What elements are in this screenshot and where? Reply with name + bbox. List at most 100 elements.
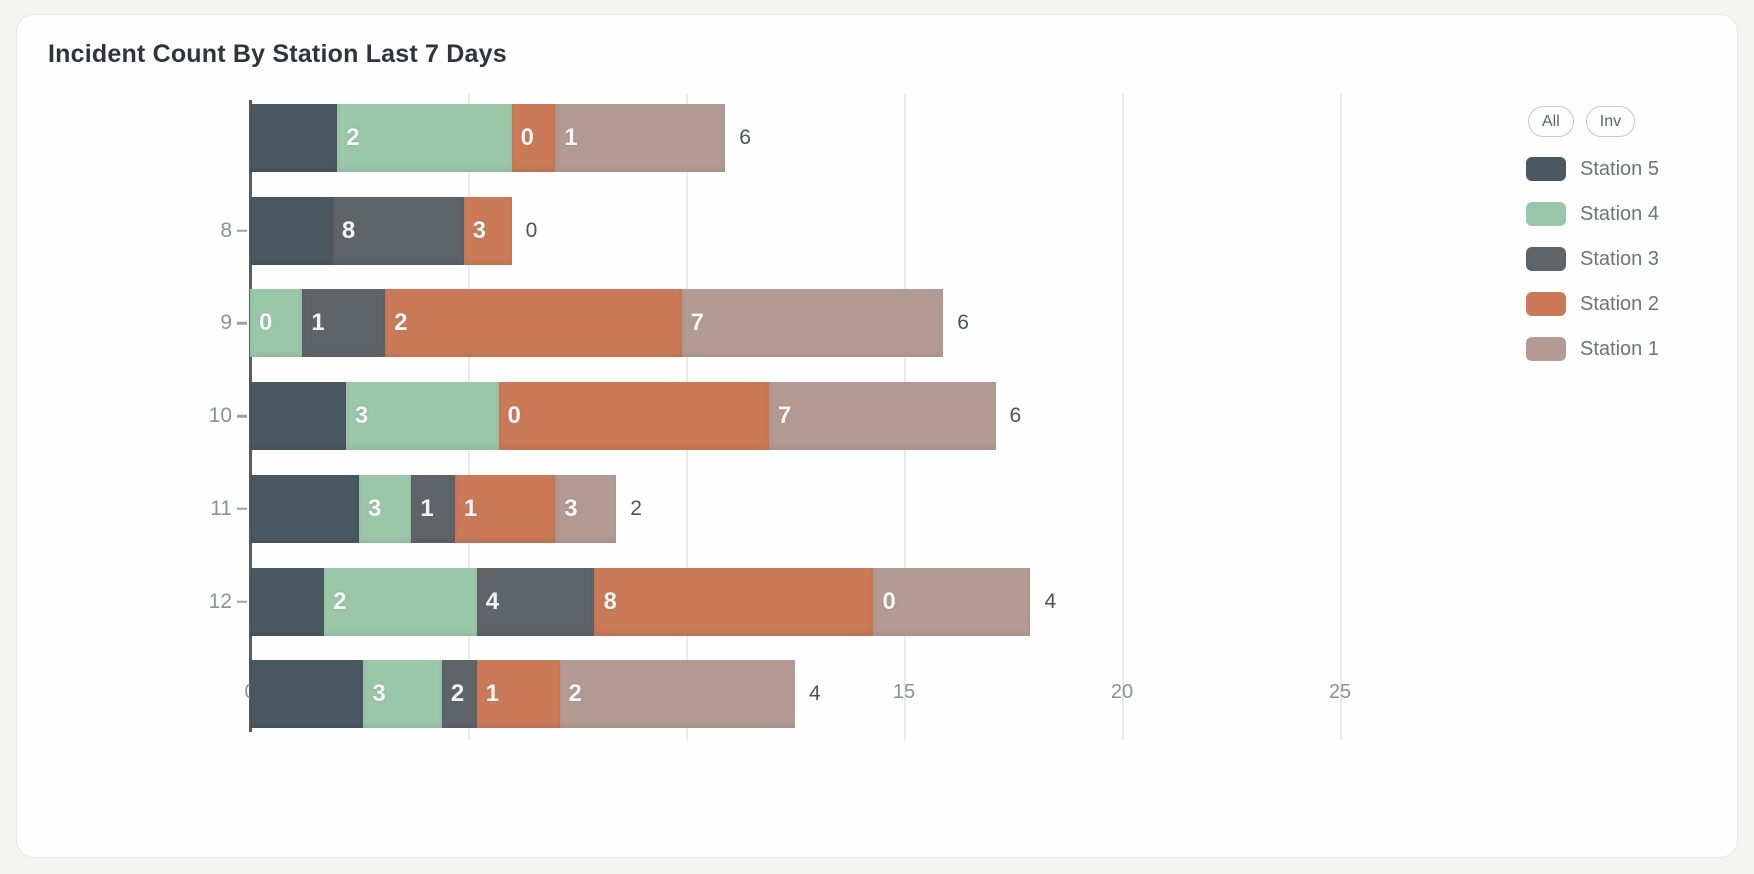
bar-row: 8 3 8 0 [0, 196, 1754, 265]
legend-item-station-1[interactable]: Station 1 [1526, 337, 1702, 361]
y-axis-label: 8 [220, 218, 232, 242]
y-axis-tick [237, 322, 247, 325]
legend-swatch-station-4 [1526, 202, 1566, 226]
bar-row: 3 0 7 10 6 [0, 382, 1754, 451]
legend-label-station-4: Station 4 [1580, 202, 1659, 225]
legend-buttons: All Inv [1528, 106, 1702, 137]
y-axis-label: 12 [208, 589, 232, 613]
bar-segment-station-4[interactable]: 0 [250, 289, 303, 358]
x-axis-tick-label: 15 [892, 681, 916, 703]
bar-segment-station-3[interactable]: 8 [332, 196, 464, 265]
legend-label-station-5: Station 5 [1580, 157, 1659, 180]
bar-segment-station-5[interactable] [250, 382, 346, 451]
bar-segment-value-label: 2 [568, 680, 582, 708]
legend-swatch-station-3 [1526, 247, 1566, 271]
bar-segment-value-label: 3 [354, 402, 369, 430]
bar-segment-value-label: 8 [341, 216, 356, 244]
bar-segment-station-5[interactable] [250, 660, 364, 729]
y-axis-label: 9 [220, 311, 232, 335]
bar-segment-value-label: 1 [564, 124, 578, 151]
bar-segment-station-1[interactable]: 3 [555, 474, 617, 543]
bar-segment-station-2[interactable]: 1 [476, 660, 560, 729]
legend-swatch-station-1 [1526, 337, 1566, 361]
bar-segment-station-1[interactable]: 1 [555, 104, 726, 172]
bar-segment-value-label: 3 [368, 494, 382, 522]
bar-segment-value-label: 3 [564, 494, 578, 522]
bar-total-label: 4 [1044, 589, 1057, 613]
bar-segment-value-label: 0 [520, 124, 534, 151]
bar-segment-station-3[interactable]: 1 [411, 474, 455, 543]
bar-total-label: 4 [809, 682, 821, 706]
legend-item-station-5[interactable]: Station 5 [1526, 157, 1702, 181]
bar-segment-station-5[interactable] [250, 196, 333, 265]
bar-segment-station-4[interactable]: 2 [324, 567, 477, 636]
x-axis-tick-label: 20 [1110, 681, 1134, 703]
legend-swatch-station-5 [1526, 157, 1566, 181]
bar-segment-station-4[interactable]: 3 [363, 660, 442, 729]
chart-title: Incident Count By Station Last 7 Days [48, 40, 507, 68]
legend-button-inv[interactable]: Inv [1585, 106, 1636, 137]
bar-row: 3 1 1 3 11 2 [0, 474, 1754, 543]
bar-segment-value-label: 4 [485, 587, 500, 615]
legend-label-station-2: Station 2 [1580, 292, 1659, 315]
bar-segment-station-2[interactable]: 8 [594, 567, 874, 636]
legend-item-station-4[interactable]: Station 4 [1526, 202, 1702, 226]
bar-segment-station-5[interactable] [250, 474, 359, 543]
bar-segment-station-1[interactable]: 7 [681, 289, 944, 358]
y-axis-tick [237, 414, 247, 418]
y-axis-tick [237, 600, 247, 603]
bar-total-label: 6 [739, 126, 751, 149]
y-axis-tick [237, 507, 247, 511]
bar-segment-station-2[interactable]: 2 [385, 289, 682, 358]
legend-item-station-2[interactable]: Station 2 [1526, 292, 1702, 316]
bar-segment-value-label: 2 [333, 587, 347, 615]
y-axis-label: 10 [208, 404, 232, 428]
bar-segment-station-3[interactable]: 1 [302, 289, 386, 358]
legend-items: Station 5 Station 4 Station 3 Station 2 Stat… [1526, 157, 1702, 382]
bar-segment-value-label: 7 [690, 309, 704, 337]
bar-segment-station-5[interactable] [250, 104, 338, 172]
bar-segment-value-label: 8 [603, 587, 617, 615]
bar-segment-station-3[interactable]: 2 [441, 660, 477, 729]
bar-segment-station-2[interactable]: 0 [511, 104, 556, 172]
bar-segment-value-label: 1 [311, 309, 325, 337]
bar-total-label: 6 [957, 311, 969, 335]
x-axis-tick-label: 25 [1328, 681, 1352, 703]
bar-segment-value-label: 2 [394, 309, 408, 337]
legend-label-station-3: Station 3 [1580, 247, 1659, 270]
bar-segment-value-label: 3 [472, 216, 486, 244]
bar-segment-station-5[interactable] [250, 567, 325, 636]
bar-segment-station-4[interactable]: 3 [345, 382, 499, 451]
gridline [1340, 94, 1342, 740]
bar-segment-station-4[interactable]: 2 [337, 104, 512, 172]
bar-segment-value-label: 1 [420, 494, 434, 522]
bar-segment-station-1[interactable]: 0 [873, 567, 1031, 636]
bar-total-label: 2 [630, 496, 642, 520]
legend-button-all[interactable]: All [1528, 106, 1574, 137]
bar-segment-station-2[interactable]: 1 [454, 474, 556, 543]
bar-segment-station-3[interactable]: 4 [476, 567, 595, 636]
bar-segment-station-1[interactable]: 2 [559, 660, 795, 729]
bar-segment-value-label: 2 [346, 124, 360, 151]
bar-segment-station-2[interactable]: 0 [498, 382, 769, 451]
bar-segment-value-label: 0 [259, 309, 273, 337]
legend-label-station-1: Station 1 [1580, 337, 1659, 360]
bar-segment-value-label: 7 [777, 402, 792, 430]
chart-legend: All Inv Station 5 Station 4 Station 3 Statio… [1526, 106, 1702, 382]
gridline [1122, 94, 1124, 740]
bar-segment-station-2[interactable]: 3 [463, 196, 512, 265]
bar-segment-value-label: 1 [485, 680, 500, 708]
legend-item-station-3[interactable]: Station 3 [1526, 247, 1702, 271]
bar-segment-station-4[interactable]: 3 [359, 474, 412, 543]
bar-segment-value-label: 0 [882, 587, 896, 615]
bar-row: 0 1 2 7 9 6 [0, 289, 1754, 358]
bar-segment-value-label: 1 [463, 494, 478, 522]
legend-swatch-station-2 [1526, 292, 1566, 316]
bar-row: 2 4 8 0 12 4 [0, 567, 1754, 636]
y-axis-label: 11 [210, 496, 232, 520]
bar-segment-station-1[interactable]: 7 [768, 382, 996, 451]
bar-total-label: 6 [1009, 404, 1022, 428]
